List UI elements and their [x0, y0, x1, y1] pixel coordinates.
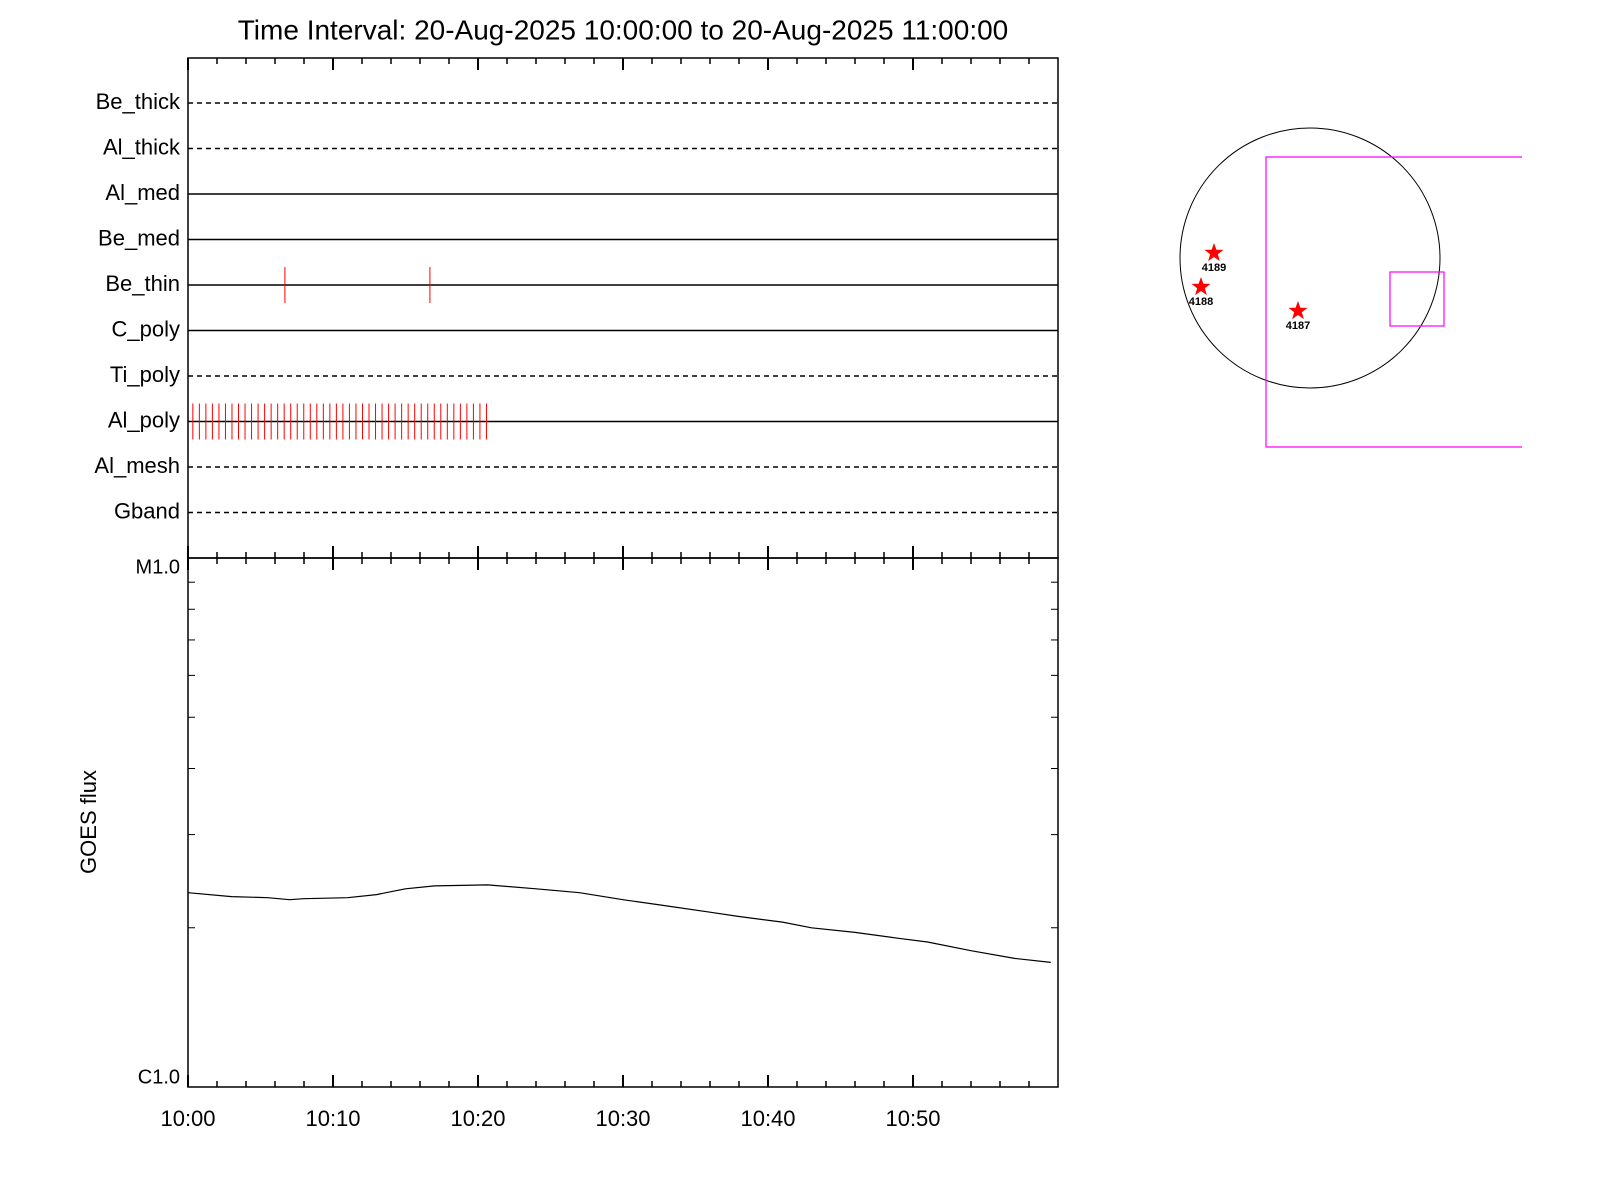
timeline-frame — [187, 57, 1059, 559]
y-category-label: Ti_poly — [110, 362, 180, 387]
y-category-label: Be_med — [98, 225, 180, 250]
chart-title: Time Interval: 20-Aug-2025 10:00:00 to 2… — [238, 14, 1009, 45]
y-axis-label: GOES flux — [76, 770, 101, 874]
x-tick-label: 10:30 — [595, 1106, 650, 1131]
y-category-label: Al_med — [105, 180, 180, 205]
flux-frame — [187, 557, 1059, 1088]
region-marker — [1204, 243, 1224, 262]
x-tick-label: 10:20 — [450, 1106, 505, 1131]
y-category-label: Al_poly — [108, 407, 180, 432]
y-tick-label: M1.0 — [136, 556, 180, 578]
flux-line — [187, 884, 1051, 963]
region-label: 4188 — [1189, 296, 1213, 308]
x-tick-label: 10:10 — [305, 1106, 360, 1131]
y-category-label: Be_thin — [105, 271, 180, 296]
region-marker — [1288, 301, 1308, 320]
y-category-label: C_poly — [112, 316, 180, 341]
y-category-label: Al_mesh — [94, 453, 180, 478]
x-tick-label: 10:40 — [740, 1106, 795, 1131]
x-tick-label: 10:50 — [885, 1106, 940, 1131]
solar-disk — [1179, 127, 1441, 389]
y-category-label: Al_thick — [103, 134, 181, 159]
region-marker — [1191, 277, 1211, 296]
y-category-label: Gband — [114, 498, 180, 523]
region-label: 4189 — [1202, 262, 1226, 274]
y-tick-label: C1.0 — [138, 1066, 180, 1088]
fov-box — [1265, 156, 1522, 448]
region-label: 4187 — [1286, 320, 1310, 332]
y-category-label: Be_thick — [96, 89, 181, 114]
fov-box-small — [1389, 271, 1445, 327]
x-tick-label: 10:00 — [160, 1106, 215, 1131]
